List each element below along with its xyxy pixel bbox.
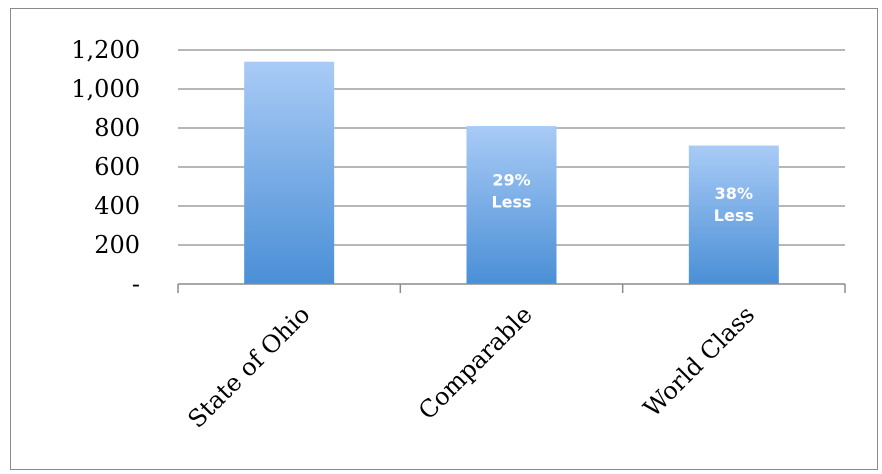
- y-tick-label: 400: [94, 192, 140, 220]
- y-tick-label: 200: [94, 231, 140, 259]
- bar-annotation: Less: [714, 206, 754, 225]
- bar-world-class: [688, 145, 779, 284]
- bar-state-of-ohio: [244, 61, 335, 285]
- x-category-label: World Class: [638, 300, 760, 422]
- bar-annotation: 38%: [715, 184, 753, 203]
- y-tick-label: 1,000: [71, 75, 140, 103]
- bar-annotation: 29%: [492, 170, 530, 189]
- y-tick-label: 1,200: [71, 36, 140, 64]
- bar-annotation: Less: [491, 192, 531, 211]
- bar-comparable: [466, 126, 557, 284]
- y-tick-label: 600: [94, 153, 140, 181]
- x-category-label: Comparable: [413, 300, 538, 425]
- y-tick-label: -: [132, 270, 140, 298]
- y-tick-label: 800: [94, 114, 140, 142]
- x-category-label: State of Ohio: [182, 300, 315, 433]
